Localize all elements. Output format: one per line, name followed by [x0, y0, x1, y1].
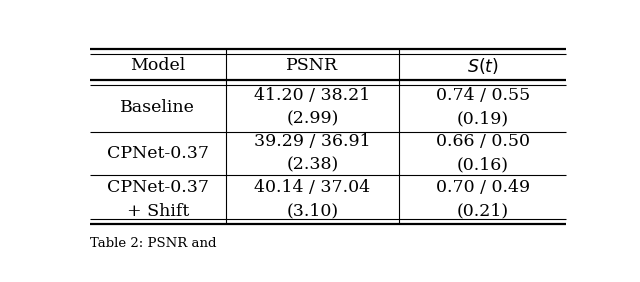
Text: 41.20 / 38.21
(2.99): 41.20 / 38.21 (2.99) — [254, 87, 371, 127]
Text: Table 2: PSNR and: Table 2: PSNR and — [90, 237, 221, 250]
Text: $S(t)$: $S(t)$ — [467, 56, 499, 76]
Text: 40.14 / 37.04
(3.10): 40.14 / 37.04 (3.10) — [255, 179, 371, 220]
Text: Model: Model — [130, 57, 186, 74]
Text: PSNR: PSNR — [287, 57, 339, 74]
Text: 39.29 / 36.91
(2.38): 39.29 / 36.91 (2.38) — [254, 133, 371, 173]
Text: 0.70 / 0.49
(0.21): 0.70 / 0.49 (0.21) — [436, 179, 530, 220]
Text: 0.74 / 0.55
(0.19): 0.74 / 0.55 (0.19) — [436, 87, 530, 127]
Text: Baseline: Baseline — [120, 99, 195, 116]
Text: CPNet-0.37
+ Shift: CPNet-0.37 + Shift — [107, 179, 209, 220]
Text: CPNet-0.37: CPNet-0.37 — [107, 145, 209, 162]
Text: 0.66 / 0.50
(0.16): 0.66 / 0.50 (0.16) — [436, 133, 530, 173]
